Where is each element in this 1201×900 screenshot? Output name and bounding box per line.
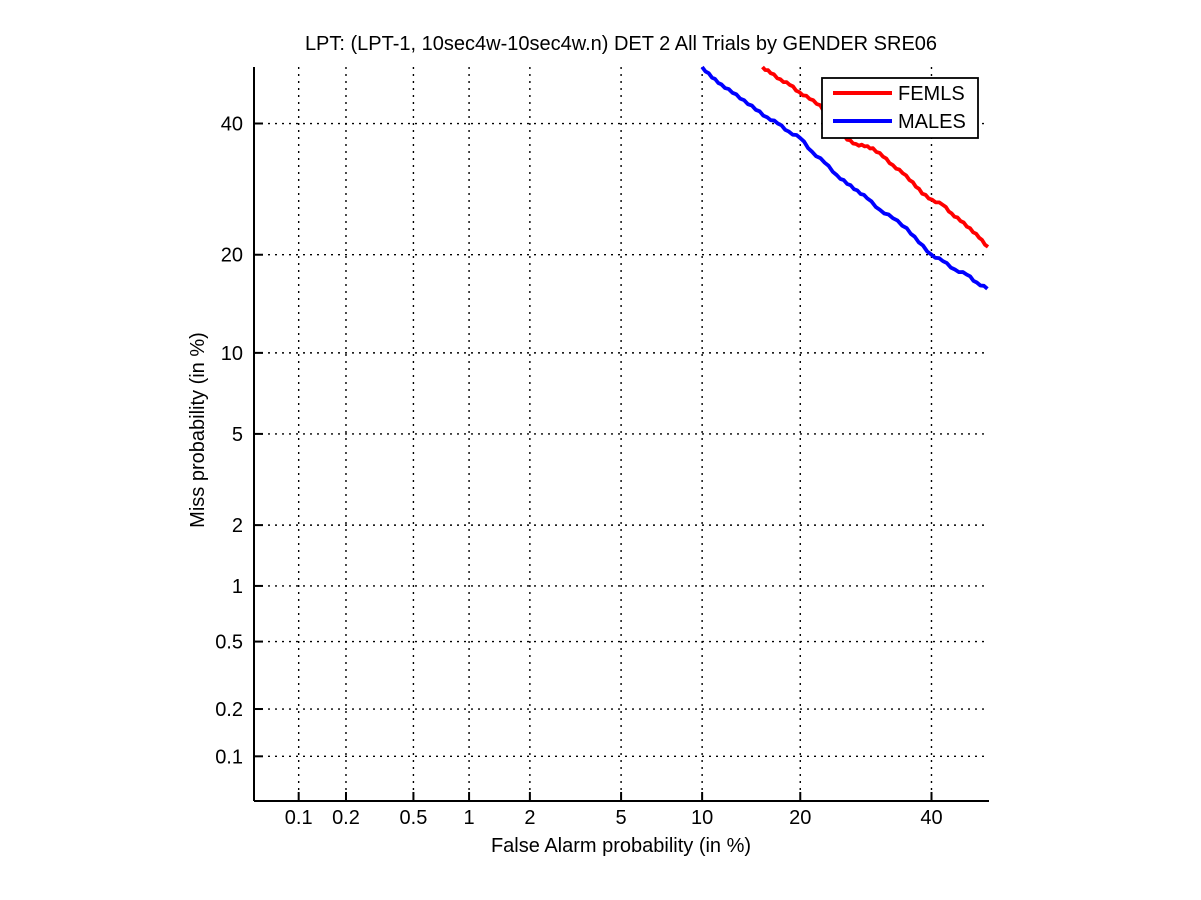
y-tick-label-2: 2 <box>232 515 243 537</box>
y-tick-label-20: 20 <box>221 245 243 267</box>
x-tick-label-20: 20 <box>789 807 811 829</box>
det-curve-femls <box>761 65 990 249</box>
ticks-layer: 0.1 0.2 0.5 1 2 5 10 20 40 0.1 0.2 0.5 1 2 5 10 20 40 <box>215 114 942 829</box>
x-tick-label-0.5: 0.5 <box>400 807 428 829</box>
chart-title: LPT: (LPT-1, 10sec4w-10sec4w.n) DET 2 Al… <box>305 33 937 55</box>
x-tick-label-2: 2 <box>524 807 535 829</box>
x-tick-label-10: 10 <box>691 807 713 829</box>
legend-box <box>821 77 979 139</box>
x-tick-label-0.1: 0.1 <box>285 807 313 829</box>
y-axis-label: Miss probability (in %) <box>187 332 209 528</box>
curves-layer <box>700 65 990 291</box>
x-tick-label-40: 40 <box>920 807 942 829</box>
x-axis-label: False Alarm probability (in %) <box>491 835 751 857</box>
x-tick-label-1: 1 <box>464 807 475 829</box>
legend: FEMLS MALES <box>821 77 979 139</box>
det-curve-males <box>700 65 989 291</box>
legend-label-males: MALES <box>898 111 966 133</box>
y-tick-label-0.1: 0.1 <box>215 746 243 768</box>
grid-layer <box>254 67 988 801</box>
y-tick-label-0.2: 0.2 <box>215 699 243 721</box>
y-tick-label-5: 5 <box>232 424 243 446</box>
y-tick-label-10: 10 <box>221 343 243 365</box>
y-tick-label-0.5: 0.5 <box>215 632 243 654</box>
y-tick-label-1: 1 <box>232 576 243 598</box>
legend-label-femls: FEMLS <box>898 83 965 105</box>
y-tick-label-40: 40 <box>221 114 243 136</box>
axes-layer: 0.1 0.2 0.5 1 2 5 10 20 40 0.1 0.2 0.5 1 2 5 10 20 40 <box>215 67 989 829</box>
x-tick-label-0.2: 0.2 <box>332 807 360 829</box>
x-tick-label-5: 5 <box>616 807 627 829</box>
